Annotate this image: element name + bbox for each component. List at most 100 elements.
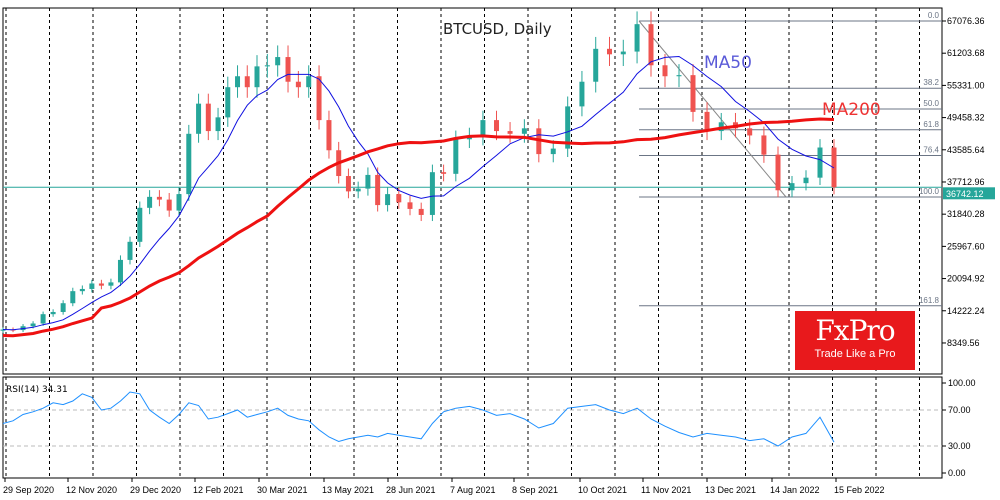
candle-body [166,199,172,211]
y-tick-label: 14222.24 [947,306,985,316]
y-tick-label: 8349.56 [947,338,980,348]
candle-body [254,66,260,88]
x-tick-label: 29 Sep 2020 [3,485,54,495]
candle-body [0,329,6,331]
candle-body [662,65,668,77]
logo-tagline: Trade Like a Pro [814,348,896,360]
candle-body [205,103,211,132]
candle-body [521,128,527,134]
x-tick-label: 15 Feb 2022 [834,485,885,495]
candle-body [789,183,795,191]
candle-body [803,177,809,184]
candle-body [831,147,837,188]
x-tick-label: 12 Nov 2020 [66,485,117,495]
candle-body [345,176,351,192]
candle-body [418,208,424,215]
candle-body [275,57,281,66]
rsi-tick-label: 100.00 [948,378,976,388]
x-tick-label: 28 Jun 2021 [386,485,436,495]
x-tick-label: 13 Dec 2021 [705,485,756,495]
candle-body [441,172,447,174]
candle-body [480,120,486,137]
candle-body [108,282,114,286]
fib-level-label: 0.0 [928,11,940,20]
candle-body [494,120,499,132]
fib-trend-line [638,20,787,198]
rsi-pane-frame [2,376,943,479]
ma50-label: MA50 [704,53,752,73]
candle-body [407,202,413,209]
candle-body [690,75,696,112]
candle-body [285,57,291,82]
x-tick-label: 13 May 2021 [322,485,374,495]
x-tick-label: 12 Feb 2021 [193,485,244,495]
candle-body [593,48,599,82]
candle-body [648,24,654,66]
candle-body [607,48,612,55]
x-tick-label: 7 Aug 2021 [450,485,496,495]
candle-body [761,135,767,155]
y-tick-label: 55331.00 [947,80,985,90]
candle-body [50,311,56,315]
candle-body [306,76,312,88]
y-tick-label: 25967.60 [947,241,985,251]
candle-body [676,75,682,77]
candle-body [127,241,133,260]
candle-body [235,76,241,88]
candle-body [117,259,123,283]
candle-body [429,172,435,215]
candle-body [60,303,66,312]
x-tick-label: 14 Jan 2022 [770,485,820,495]
candle-body [215,117,221,132]
candle-body [385,194,391,206]
ma200-line [2,117,835,338]
fib-level-label: 76.4 [923,145,939,154]
fxpro-logo: FxPro Trade Like a Pro [795,311,915,370]
candle-body [264,65,270,67]
candle-body [70,291,76,304]
rsi-tick-label: 70.00 [948,405,971,415]
y-tick-label: 49458.32 [947,113,985,123]
candle-body [507,131,513,134]
fib-level-label: 61.8 [923,120,939,129]
candle-body [295,81,301,88]
x-tick-label: 8 Sep 2021 [512,485,558,495]
x-tick-label: 11 Nov 2021 [641,485,691,495]
ma200-label: MA200 [822,100,881,120]
candle-body [775,154,781,191]
fib-level-label: 161.8 [919,296,940,305]
candle-body [89,283,95,289]
rsi-label: RSI(14) 34.31 [6,385,68,395]
y-tick-label: 37712.96 [947,177,985,187]
candle-body [565,106,571,149]
candle-body [225,87,231,118]
y-tick-label: 20094.92 [947,274,985,284]
x-tick-label: 10 Oct 2021 [578,485,627,495]
candle-body [137,207,143,242]
candle-body [453,139,459,174]
logo-brand: FxPro [815,314,895,347]
fib-level-label: 38.2 [923,78,939,87]
rsi-tick-label: 30.00 [948,441,971,451]
candle-body [704,111,710,132]
candle-body [634,24,640,52]
candle-body [747,128,753,136]
candle-body [817,147,823,178]
candle-body [355,188,361,192]
candle-body [30,323,36,327]
candle-body [147,196,153,208]
candle-body [244,76,250,88]
x-tick-label: 29 Dec 2020 [130,485,181,495]
rsi-tick-label: 0.00 [948,468,966,478]
main-pane-frame [2,7,943,375]
y-tick-label: 67076.36 [947,16,985,26]
candle-body [326,120,332,151]
candle-body [79,288,85,292]
candle-body [186,133,192,195]
fib-level-label: 50.0 [923,99,939,108]
current-price-badge [943,187,995,200]
y-tick-label: 31840.28 [947,209,985,219]
candle-body [365,174,371,189]
candle-body [375,174,381,206]
